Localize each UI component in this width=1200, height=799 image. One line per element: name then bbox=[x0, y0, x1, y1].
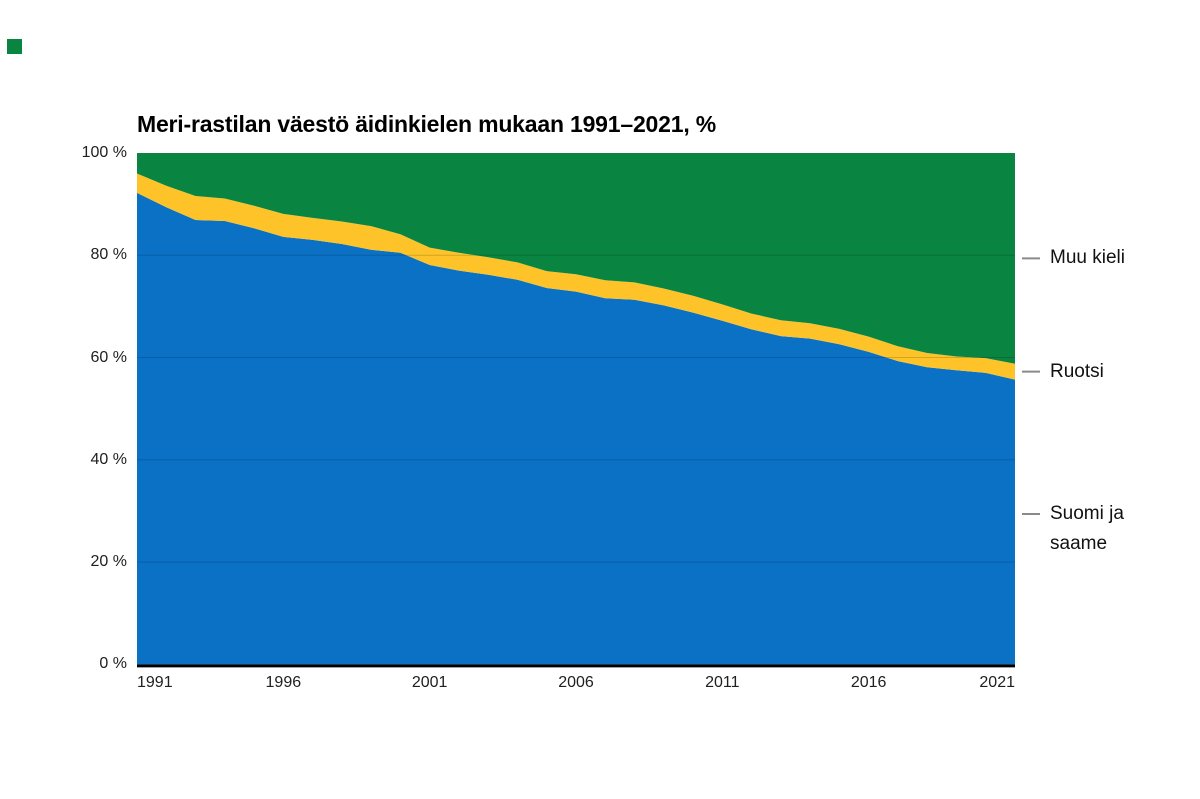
x-tick-label-2006: 2006 bbox=[558, 674, 594, 691]
y-tick-label-20: 20 % bbox=[90, 553, 127, 571]
y-tick-label-0: 0 % bbox=[99, 655, 127, 673]
annotation-label-ruotsi: Ruotsi bbox=[1050, 357, 1200, 387]
annotation-line: saame bbox=[1050, 532, 1108, 554]
x-tick-label-2021: 2021 bbox=[979, 674, 1015, 691]
x-tick-label-1996: 1996 bbox=[265, 674, 302, 691]
y-tick-label-100: 100 % bbox=[81, 144, 127, 161]
y-tick-label-80: 80 % bbox=[90, 246, 127, 264]
brand-mark bbox=[7, 39, 22, 54]
x-tick-label-1991: 1991 bbox=[137, 674, 173, 691]
annotation-label-muu-kieli: Muu kieli bbox=[1050, 243, 1200, 273]
annotation-line: Muu kieli bbox=[1050, 247, 1125, 269]
x-tick-label-2016: 2016 bbox=[850, 674, 887, 691]
area-ruotsi bbox=[137, 173, 1015, 380]
chart-title: Meri-rastilan väestö äidinkielen mukaan … bbox=[137, 111, 716, 138]
annotation-line: Suomi ja bbox=[1050, 502, 1124, 524]
y-tick-label-60: 60 % bbox=[90, 348, 127, 366]
x-tick-label-2011: 2011 bbox=[705, 674, 740, 691]
area-muu-kieli bbox=[137, 153, 1015, 364]
y-tick-label-40: 40 % bbox=[90, 450, 127, 468]
annotation-label-suomi-ja-saame: Suomi ja saame bbox=[1050, 499, 1200, 559]
annotation-line: Ruotsi bbox=[1050, 360, 1104, 382]
area-suomi-ja-saame bbox=[137, 192, 1015, 665]
x-tick-label-2001: 2001 bbox=[411, 674, 448, 691]
